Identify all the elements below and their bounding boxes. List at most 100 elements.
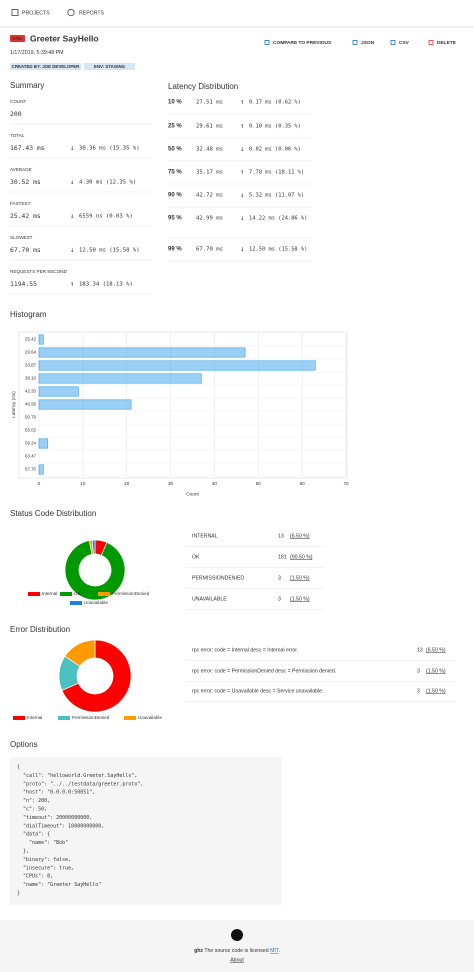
percentile: 10 % [168,100,182,106]
tag [10,63,81,70]
bar [38,386,79,397]
tag-text: CREATED BY: JOE DEVELOPER [12,64,80,69]
legend-label: Unavailable [138,715,162,720]
section-title: Options [10,740,38,749]
summary-label: COUNT [10,99,27,104]
chart-title: Histogram [10,310,47,319]
table-count: 3 [278,575,281,581]
percentile: 50 % [168,147,182,153]
table-percent: (1.50 %) [426,668,446,674]
summary-value: 67.70 ms [10,246,41,254]
percentile: 99 % [168,247,182,253]
change-text: 12.50 ms (15.58 %) [79,248,140,254]
footer-license[interactable]: MIT [270,948,280,954]
footer-end: . [278,948,279,954]
code-line: "call": "helloworld.Greeter.SayHello", [17,773,137,779]
action-icon [352,40,358,45]
reports-icon [67,8,75,17]
code-line: } [17,891,20,897]
x-tick-label: 30 [168,481,174,486]
section-title: Latency Distribution [168,82,238,91]
latency-value: 67.70 ms [196,247,223,253]
action-button[interactable]: DELETE [437,40,457,46]
change-text: 0.17 ms (0.62 %) [249,100,301,106]
table-count: 181 [278,554,287,560]
footer-text: ghz The source code is licensed MIT. [194,948,280,954]
x-tick-label: 60 [300,481,306,486]
percentile: 95 % [168,216,182,222]
y-tick-label: 38.10 [25,376,37,381]
percentile: 75 % [168,170,182,176]
code-line: "c": 50, [17,807,47,813]
y-tick-label: 55.02 [25,428,37,433]
section-title: Summary [10,81,44,90]
change-text: 183.34 (18.13 %) [79,282,133,288]
footer-band [0,920,474,972]
action-icon [390,40,396,45]
change-arrow: ↓ [240,245,244,253]
status-badge [10,35,25,42]
change-arrow: ↑ [240,168,244,176]
table-percent: (6.50 %) [290,533,310,539]
report-title: Greeter SayHello [30,33,99,43]
y-tick-label: 29.64 [25,350,37,355]
change-arrow: ↑ [240,122,244,130]
table-count: 3 [417,688,420,694]
histogram-frame [18,331,348,479]
table-label: rpc error: code = PermissionDenied desc … [192,668,336,674]
latency-value: 35.17 ms [196,170,223,176]
change-text: 7.78 ms (18.11 %) [249,170,304,176]
summary-label: FASTEST [10,201,31,206]
y-tick-label: 50.79 [25,415,37,420]
legend-label: Internal [42,591,57,596]
change-arrow: ↓ [240,214,244,222]
legend-label: Unavailable [84,600,108,605]
status-text: FAIL [13,36,23,41]
summary-label: TOTAL [10,133,25,138]
change-arrow: ↓ [70,178,74,186]
action-button[interactable]: CSV [399,40,410,46]
change-arrow: ↑ [70,280,74,288]
x-tick-label: 40 [212,481,218,486]
table-percent: (1.50 %) [290,575,310,581]
report-date: 1/17/2019, 5:39:48 PM [10,50,64,56]
bar [38,360,316,371]
action-icon [264,40,270,45]
chart-title: Error Distribution [10,625,70,634]
change-text: 30.36 ms (15.35 %) [79,146,140,152]
nav-projects[interactable]: PROJECTS [22,10,50,16]
doughnut-slice [64,540,126,601]
y-tick-label: 46.56 [25,402,37,407]
table-label: PERMISSIONDENIED [192,575,244,581]
legend-label: PermissionDenied [112,591,150,596]
footer-text: The source code is licensed [203,948,270,954]
change-arrow: ↓ [240,191,244,199]
table-label: OK [192,554,200,560]
table-percent: (1.50 %) [426,688,446,694]
summary-label: AVERAGE [10,167,32,172]
latency-value: 32.48 ms [196,147,223,153]
legend-swatch [60,592,72,596]
action-button[interactable]: COMPARE TO PREVIOUS [273,40,332,46]
table-label: UNAVAILABLE [192,596,227,602]
chart-title: Status Code Distribution [10,509,96,518]
latency-value: 27.51 ms [196,100,223,106]
summary-value: 200 [10,110,22,118]
legend-label: Internal [27,715,42,720]
nav-reports[interactable]: REPORTS [79,10,105,16]
action-button[interactable]: JSON [361,40,375,46]
doughnut-slice [64,639,96,667]
latency-value: 42.99 ms [196,216,223,222]
bar [38,464,44,475]
table-count: 3 [278,596,281,602]
change-text: 4.30 ms (12.35 %) [79,180,136,186]
footer-about[interactable]: About [230,957,244,963]
code-line: "binary": false, [17,857,71,863]
percentile: 90 % [168,193,182,199]
table-count: 13 [278,533,284,539]
percentile: 25 % [168,124,182,130]
latency-value: 42.72 ms [196,193,223,199]
table-percent: (90.50 %) [290,554,313,560]
y-tick-label: 42.33 [25,389,37,394]
